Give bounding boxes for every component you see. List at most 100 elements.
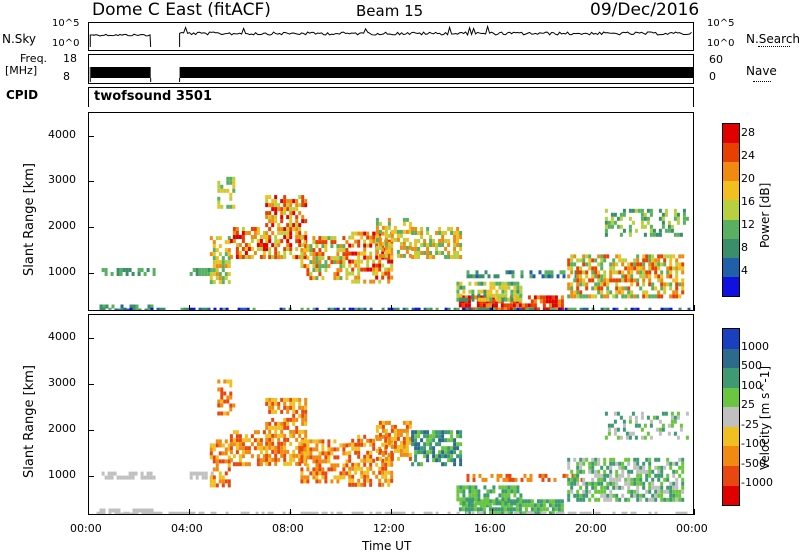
power-cell <box>336 260 340 265</box>
power-cell <box>609 270 613 275</box>
vel-cell <box>585 457 589 462</box>
power-cell <box>453 231 457 235</box>
vel-cell <box>235 430 239 435</box>
vel-cell <box>244 438 248 443</box>
vel-cell <box>277 433 281 438</box>
power-cell <box>339 244 343 249</box>
vel-cell <box>357 454 361 459</box>
power-cell <box>309 244 313 249</box>
vel-cell <box>504 511 508 514</box>
power-cell <box>487 274 491 279</box>
power-cell <box>402 307 406 310</box>
vel-cell <box>634 419 638 424</box>
vel-cell <box>551 511 555 514</box>
vel-cell <box>594 511 598 514</box>
power-cell <box>489 297 493 302</box>
vel-cell <box>567 461 571 466</box>
vel-cell <box>657 485 661 490</box>
vel-cell <box>501 489 505 494</box>
power-colorbar-segment <box>723 181 739 201</box>
vel-cell <box>354 462 358 467</box>
power-cell <box>198 268 202 272</box>
power-cell <box>603 282 607 287</box>
power-cell <box>545 299 549 304</box>
vel-cell <box>259 450 263 455</box>
vel-cell <box>300 455 304 460</box>
vel-cell <box>303 475 307 480</box>
vel-cell <box>351 466 355 471</box>
power-cell <box>209 280 213 285</box>
power-cell <box>516 293 520 298</box>
vel-cell <box>621 461 625 466</box>
vel-cell <box>651 481 655 486</box>
power-cell <box>390 237 394 242</box>
vel-cell <box>429 438 433 443</box>
power-cell <box>189 272 193 276</box>
vel-cell <box>336 463 340 468</box>
power-cell <box>423 307 427 310</box>
vel-cell <box>495 501 499 506</box>
vel-cell <box>466 477 470 482</box>
power-cell <box>342 256 346 261</box>
power-cell <box>411 255 415 259</box>
vel-cell <box>557 503 561 508</box>
power-cell <box>447 255 451 259</box>
power-cell <box>643 232 647 237</box>
power-cell <box>227 240 231 245</box>
velocity-colorbar <box>722 328 740 506</box>
vel-cell <box>390 444 394 449</box>
vel-cell <box>548 503 552 508</box>
power-cell <box>570 262 574 267</box>
vel-cell <box>399 444 403 449</box>
nave-tick-high: 60 <box>709 53 723 66</box>
vel-cell <box>480 511 484 514</box>
vel-cell <box>441 438 445 443</box>
power-cell <box>265 195 269 200</box>
power-cell <box>212 252 216 257</box>
vel-cell <box>321 471 325 476</box>
power-cell <box>513 285 517 290</box>
power-cell <box>283 227 287 232</box>
vel-cell <box>271 445 275 450</box>
vel-cell <box>321 451 325 456</box>
power-cell <box>147 304 151 309</box>
vel-cell <box>247 462 251 467</box>
power-cell <box>271 199 275 204</box>
vel-cell <box>642 481 646 486</box>
power-cell <box>618 258 622 263</box>
vel-cell <box>321 459 325 464</box>
vel-cell <box>402 428 406 433</box>
power-cell <box>345 248 349 253</box>
vel-cell <box>633 465 637 470</box>
vel-cell <box>576 473 580 478</box>
vel-cell <box>613 419 617 424</box>
power-cell <box>591 270 595 275</box>
vel-cell <box>381 482 385 487</box>
power-cell <box>648 266 652 271</box>
vel-cell <box>639 493 643 498</box>
power-cell <box>402 241 406 246</box>
vel-cell <box>497 507 501 512</box>
velocity-colorbar-tick: -500 <box>741 456 766 470</box>
power-cell <box>480 297 484 302</box>
vel-cell <box>321 447 325 452</box>
power-cell <box>594 266 598 271</box>
power-cell <box>633 262 637 267</box>
vel-cell <box>630 493 634 498</box>
vel-cell <box>474 501 478 506</box>
vel-cell <box>221 475 225 480</box>
power-cell <box>642 258 646 263</box>
power-cell <box>268 255 272 260</box>
power-cell <box>612 258 616 263</box>
power-cell <box>655 232 659 237</box>
power-cell <box>462 297 466 302</box>
power-cell <box>579 266 583 271</box>
power-cell <box>456 251 460 255</box>
power-cell <box>289 231 293 236</box>
vel-cell <box>220 399 224 404</box>
power-cell <box>306 272 310 277</box>
power-cell <box>366 231 370 236</box>
vel-cell <box>513 485 517 490</box>
vel-cell <box>603 469 607 474</box>
power-cell <box>533 299 537 304</box>
